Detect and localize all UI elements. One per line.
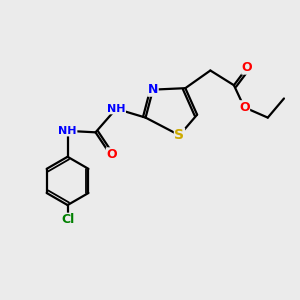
Text: N: N xyxy=(148,83,158,96)
Text: Cl: Cl xyxy=(61,213,74,226)
Text: NH: NH xyxy=(107,104,125,114)
Text: O: O xyxy=(242,61,253,74)
Text: O: O xyxy=(106,148,117,161)
Text: S: S xyxy=(174,128,184,142)
Text: NH: NH xyxy=(58,126,77,136)
Text: O: O xyxy=(239,101,250,114)
